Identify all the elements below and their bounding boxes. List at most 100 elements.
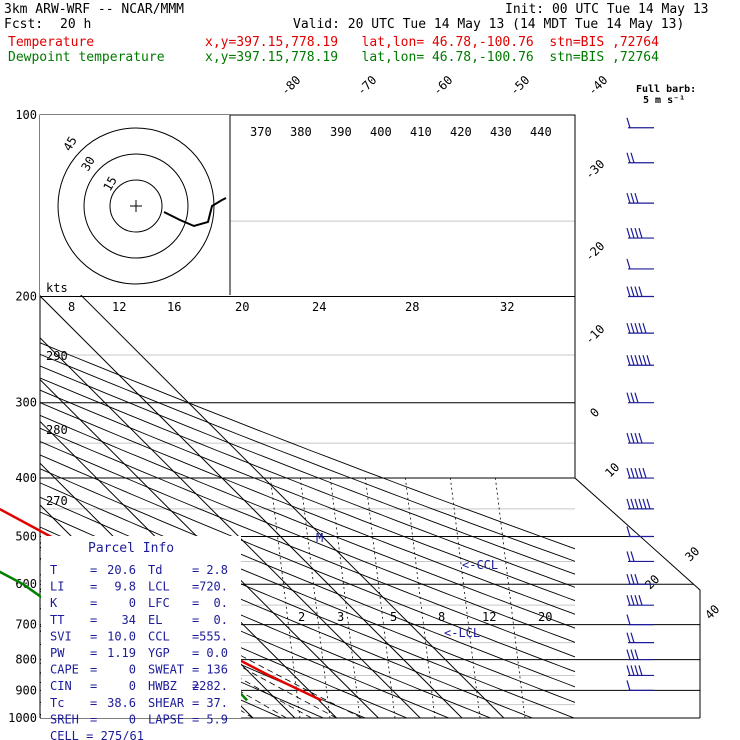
wind-barb: [626, 526, 654, 538]
wind-barb: [626, 649, 654, 661]
parcel-value: 34: [122, 613, 136, 627]
hodograph-background: [40, 115, 230, 295]
parcel-eq: =: [90, 679, 97, 693]
parcel-value: 720.: [199, 580, 228, 594]
mixing-ratio-label: 20: [538, 610, 552, 624]
parcel-value: 38.6: [107, 696, 136, 710]
parcel-label: K: [50, 596, 58, 610]
parcel-label: T: [50, 563, 57, 577]
mixing-ratio-label: 20: [235, 300, 249, 314]
parcel-label: TT: [50, 613, 64, 627]
isotherm-label: -50: [507, 73, 532, 98]
parcel-eq: =: [192, 613, 199, 627]
mixing-ratio-label: 12: [112, 300, 126, 314]
dry-adiabat: [40, 365, 575, 575]
wind-barb: [626, 551, 654, 563]
theta-e-labels: 370 380 390 400 410 420 430 440: [250, 125, 552, 139]
theta-e-label: 400: [370, 125, 392, 139]
temperature-legend: Temperature: [8, 35, 95, 50]
isotherm-label: 10: [602, 460, 622, 480]
parcel-label: SVI: [50, 629, 72, 643]
parcel-eq: =: [192, 646, 199, 660]
mixing-ratio-label: 8: [438, 610, 445, 624]
isotherm-label: -70: [354, 73, 379, 98]
mixing-ratio-line: [329, 474, 361, 718]
hodograph-ring-label: 45: [60, 134, 79, 154]
isotherm-labels: -80 -70 -60 -50 -40 -30 -20 -10 0 10 20 30 40: [278, 73, 722, 622]
mixing-ratio-label: 24: [312, 300, 326, 314]
parcel-value: 0: [129, 712, 136, 726]
mixing-ratio-line: [494, 474, 526, 718]
barb-note-line1: Full barb:: [636, 84, 697, 95]
hodograph-units: kts: [46, 281, 68, 295]
mixing-ratio-labels: 8 12 16 20 24 28 32 2 3 5 8 12 20: [68, 300, 552, 624]
wind-barb: [626, 498, 654, 510]
model-title: 3km ARW-WRF -- NCAR/MMM: [4, 2, 185, 17]
hodograph-ring: [109, 179, 163, 233]
wind-barb: [626, 355, 654, 366]
parcel-value: 10.0: [107, 629, 136, 643]
wind-barb: [626, 392, 654, 404]
theta-e-label: 370: [250, 125, 272, 139]
parcel-eq: =: [192, 563, 199, 577]
mixing-ratio-line: [269, 474, 301, 718]
parcel-label: Tc: [50, 696, 64, 710]
hodograph-ring-label: 30: [78, 154, 97, 174]
parcel-value: 0: [129, 679, 136, 693]
parcel-value: 0.0: [206, 646, 228, 660]
wind-barb: [626, 227, 654, 239]
mixing-ratio-label: 2: [298, 610, 305, 624]
mixing-ratio-label: 5: [390, 610, 397, 624]
parcel-eq: =: [90, 663, 97, 677]
isotherm-label: -80: [278, 73, 303, 98]
parcel-info-title: Parcel Info: [88, 541, 174, 556]
isotherm-label: -10: [582, 322, 607, 347]
wind-barbs: [626, 117, 654, 692]
mixing-ratio-label: 16: [167, 300, 181, 314]
parcel-eq: =: [192, 580, 199, 594]
wind-barb: [626, 117, 654, 129]
wind-barb: [626, 614, 654, 626]
parcel-cell: CELL = 275/61: [50, 729, 144, 740]
dry-adiabat: [40, 377, 575, 588]
hodograph-ring-label: 15: [100, 174, 119, 194]
parcel-value: 136: [206, 663, 228, 677]
parcel-label: LCL: [148, 580, 170, 594]
parcel-label: LI: [50, 580, 64, 594]
pressure-label: 900: [15, 683, 37, 697]
parcel-label: Td: [148, 563, 162, 577]
dry-adiabat: [40, 468, 575, 688]
hodograph-trace: [163, 197, 227, 228]
wind-barb: [626, 432, 654, 444]
pressure-label: 100: [15, 108, 37, 122]
dry-adiabat: [40, 590, 325, 718]
wind-barb: [626, 680, 654, 692]
dry-adiabat-label: 270: [46, 494, 68, 508]
hodograph-ring: [57, 127, 215, 285]
dry-adiabat: [40, 482, 575, 703]
pressure-label: 600: [15, 577, 37, 591]
parcel-info-background: [41, 536, 241, 718]
parcel-label: LFC: [148, 596, 170, 610]
dry-adiabat-label: 280: [46, 423, 68, 437]
wind-barb: [626, 322, 654, 334]
valid-time: Valid: 20 UTC Tue 14 May 13 (14 MDT Tue …: [293, 17, 685, 32]
parcel-eq: =: [90, 596, 97, 610]
wind-barb: [626, 286, 654, 298]
mixing-ratio-line: [449, 474, 481, 718]
parcel-label: CIN: [50, 679, 72, 693]
parcel-eq: =: [192, 629, 199, 643]
parcel-eq: =: [90, 696, 97, 710]
parcel-label: PW: [50, 646, 65, 660]
wind-barb: [626, 192, 654, 204]
profile-annotation: M: [316, 531, 323, 545]
parcel-value: 2282.: [192, 679, 228, 693]
dewpoint-legend: Dewpoint temperature: [8, 50, 165, 65]
isotherm-label: -40: [585, 73, 610, 98]
pressure-label: 800: [15, 653, 37, 667]
parcel-eq: =: [192, 696, 199, 710]
parcel-eq: =: [192, 596, 199, 610]
parcel-value: 20.6: [107, 563, 136, 577]
